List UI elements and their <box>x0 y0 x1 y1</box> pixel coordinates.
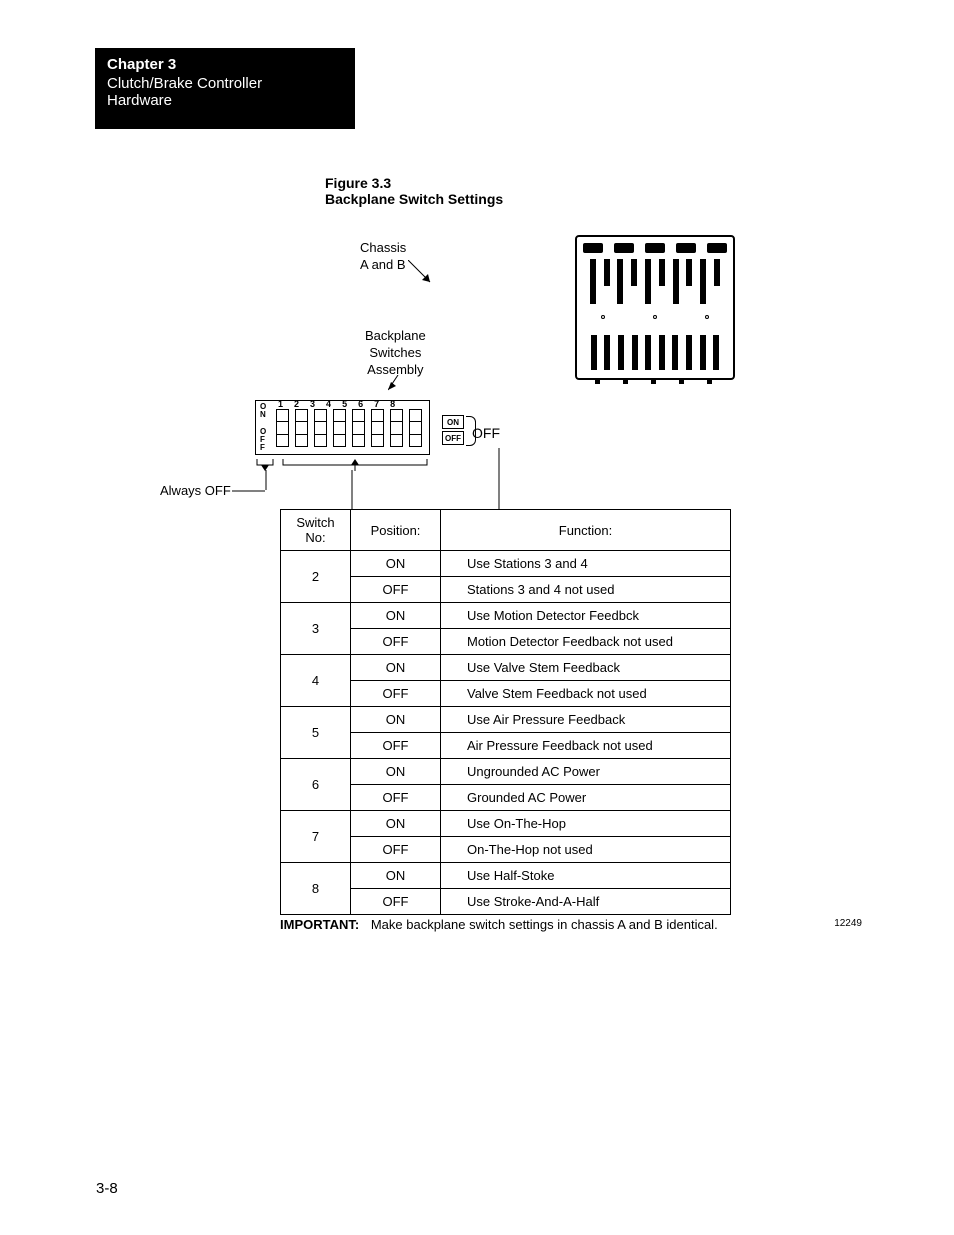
switch-no-cell: 6 <box>281 759 351 811</box>
table-body: 2 ON Use Stations 3 and 4 OFF Stations 3… <box>281 551 731 915</box>
dip-num-1: 1 <box>278 399 283 409</box>
chassis-label: Chassis A and B <box>360 240 406 274</box>
switch-no-cell: 2 <box>281 551 351 603</box>
dip-switches-row <box>276 409 422 447</box>
switch-settings-table: Switch No: Position: Function: 2 ON Use … <box>280 509 731 915</box>
function-cell: Grounded AC Power <box>441 785 731 811</box>
figure-title: Backplane Switch Settings <box>325 191 503 207</box>
chapter-number: Chapter 3 <box>107 56 315 73</box>
chassis-label-line2: A and B <box>360 257 406 272</box>
function-cell: Valve Stem Feedback not used <box>441 681 731 707</box>
function-cell: Use Valve Stem Feedback <box>441 655 731 681</box>
function-cell: Motion Detector Feedback not used <box>441 629 731 655</box>
table-row: 6 ON Ungrounded AC Power <box>281 759 731 785</box>
onoff-vline-icon <box>497 448 501 510</box>
chassis-label-line1: Chassis <box>360 240 406 255</box>
always-off-vline-icon <box>263 470 273 490</box>
table-row: 5 ON Use Air Pressure Feedback <box>281 707 731 733</box>
dip-switch <box>371 409 384 447</box>
function-cell: Use Stations 3 and 4 <box>441 551 731 577</box>
function-cell: Use Air Pressure Feedback <box>441 707 731 733</box>
backplane-label: Backplane Switches Assembly <box>365 328 426 379</box>
function-cell: Use On-The-Hop <box>441 811 731 837</box>
dip-num-2: 2 <box>294 399 299 409</box>
onoff-indicator: ON OFF <box>442 415 464 447</box>
table-header-switchno: Switch No: <box>281 510 351 551</box>
position-cell: ON <box>351 863 441 889</box>
position-cell: OFF <box>351 733 441 759</box>
position-cell: ON <box>351 551 441 577</box>
figure-caption: Figure 3.3 Backplane Switch Settings <box>325 175 503 207</box>
table-row: 8 ON Use Half-Stoke <box>281 863 731 889</box>
table-row: 7 ON Use On-The-Hop <box>281 811 731 837</box>
chassis-arrow-icon <box>408 260 438 290</box>
function-cell: Use Half-Stoke <box>441 863 731 889</box>
brace-vline-icon <box>350 470 354 510</box>
position-cell: ON <box>351 603 441 629</box>
dip-brace-icon <box>255 457 435 477</box>
dip-switch <box>352 409 365 447</box>
table-header-function: Function: <box>441 510 731 551</box>
position-cell: ON <box>351 811 441 837</box>
table-row: 3 ON Use Motion Detector Feedbck <box>281 603 731 629</box>
always-off-line-icon <box>232 486 267 496</box>
chapter-title: Clutch/Brake Controller Hardware <box>107 75 315 109</box>
onoff-big-label: OFF <box>472 425 500 441</box>
dip-switch <box>333 409 346 447</box>
footer-code: 12249 <box>834 918 862 929</box>
dip-switch <box>314 409 327 447</box>
function-cell: Air Pressure Feedback not used <box>441 733 731 759</box>
position-cell: OFF <box>351 577 441 603</box>
dip-off-label: O F F <box>260 428 266 452</box>
switch-no-cell: 3 <box>281 603 351 655</box>
position-cell: ON <box>351 707 441 733</box>
dip-num-3: 3 <box>310 399 315 409</box>
dip-num-8: 8 <box>390 399 395 409</box>
switch-no-cell: 7 <box>281 811 351 863</box>
dip-switch <box>295 409 308 447</box>
backplane-label-line2: Switches <box>369 345 421 360</box>
function-cell: Ungrounded AC Power <box>441 759 731 785</box>
dip-switch-block: O N O F F 1 2 3 4 5 6 7 8 <box>255 400 430 455</box>
dip-num-7: 7 <box>374 399 379 409</box>
always-off-label: Always OFF <box>160 483 231 498</box>
position-cell: OFF <box>351 889 441 915</box>
table-header-position: Position: <box>351 510 441 551</box>
position-cell: OFF <box>351 681 441 707</box>
dip-num-4: 4 <box>326 399 331 409</box>
function-cell: Use Stroke-And-A-Half <box>441 889 731 915</box>
onoff-small-on: ON <box>442 415 464 429</box>
chapter-header: Chapter 3 Clutch/Brake Controller Hardwa… <box>95 48 355 129</box>
switch-no-cell: 8 <box>281 863 351 915</box>
position-cell: OFF <box>351 785 441 811</box>
dip-on-label: O N <box>260 403 266 419</box>
important-text: Make backplane switch settings in chassi… <box>371 917 718 932</box>
position-cell: ON <box>351 759 441 785</box>
dip-num-5: 5 <box>342 399 347 409</box>
table-row: 2 ON Use Stations 3 and 4 <box>281 551 731 577</box>
dip-num-6: 6 <box>358 399 363 409</box>
dip-switch <box>276 409 289 447</box>
important-label: IMPORTANT: <box>280 917 359 932</box>
dip-switch <box>390 409 403 447</box>
dip-numbers: 1 2 3 4 5 6 7 8 <box>278 399 395 409</box>
switch-no-cell: 4 <box>281 655 351 707</box>
function-cell: Use Motion Detector Feedbck <box>441 603 731 629</box>
figure-number: Figure 3.3 <box>325 175 503 191</box>
table-row: 4 ON Use Valve Stem Feedback <box>281 655 731 681</box>
diagram: Chassis A and B Backplane Switches Assem… <box>150 230 870 510</box>
important-note: IMPORTANT: Make backplane switch setting… <box>280 917 718 932</box>
switch-no-cell: 5 <box>281 707 351 759</box>
position-cell: OFF <box>351 629 441 655</box>
dip-switch <box>409 409 422 447</box>
position-cell: OFF <box>351 837 441 863</box>
page-number: 3-8 <box>96 1180 118 1197</box>
chassis-icon <box>575 235 735 380</box>
backplane-label-line1: Backplane <box>365 328 426 343</box>
function-cell: On-The-Hop not used <box>441 837 731 863</box>
onoff-small-off: OFF <box>442 431 464 445</box>
position-cell: ON <box>351 655 441 681</box>
function-cell: Stations 3 and 4 not used <box>441 577 731 603</box>
